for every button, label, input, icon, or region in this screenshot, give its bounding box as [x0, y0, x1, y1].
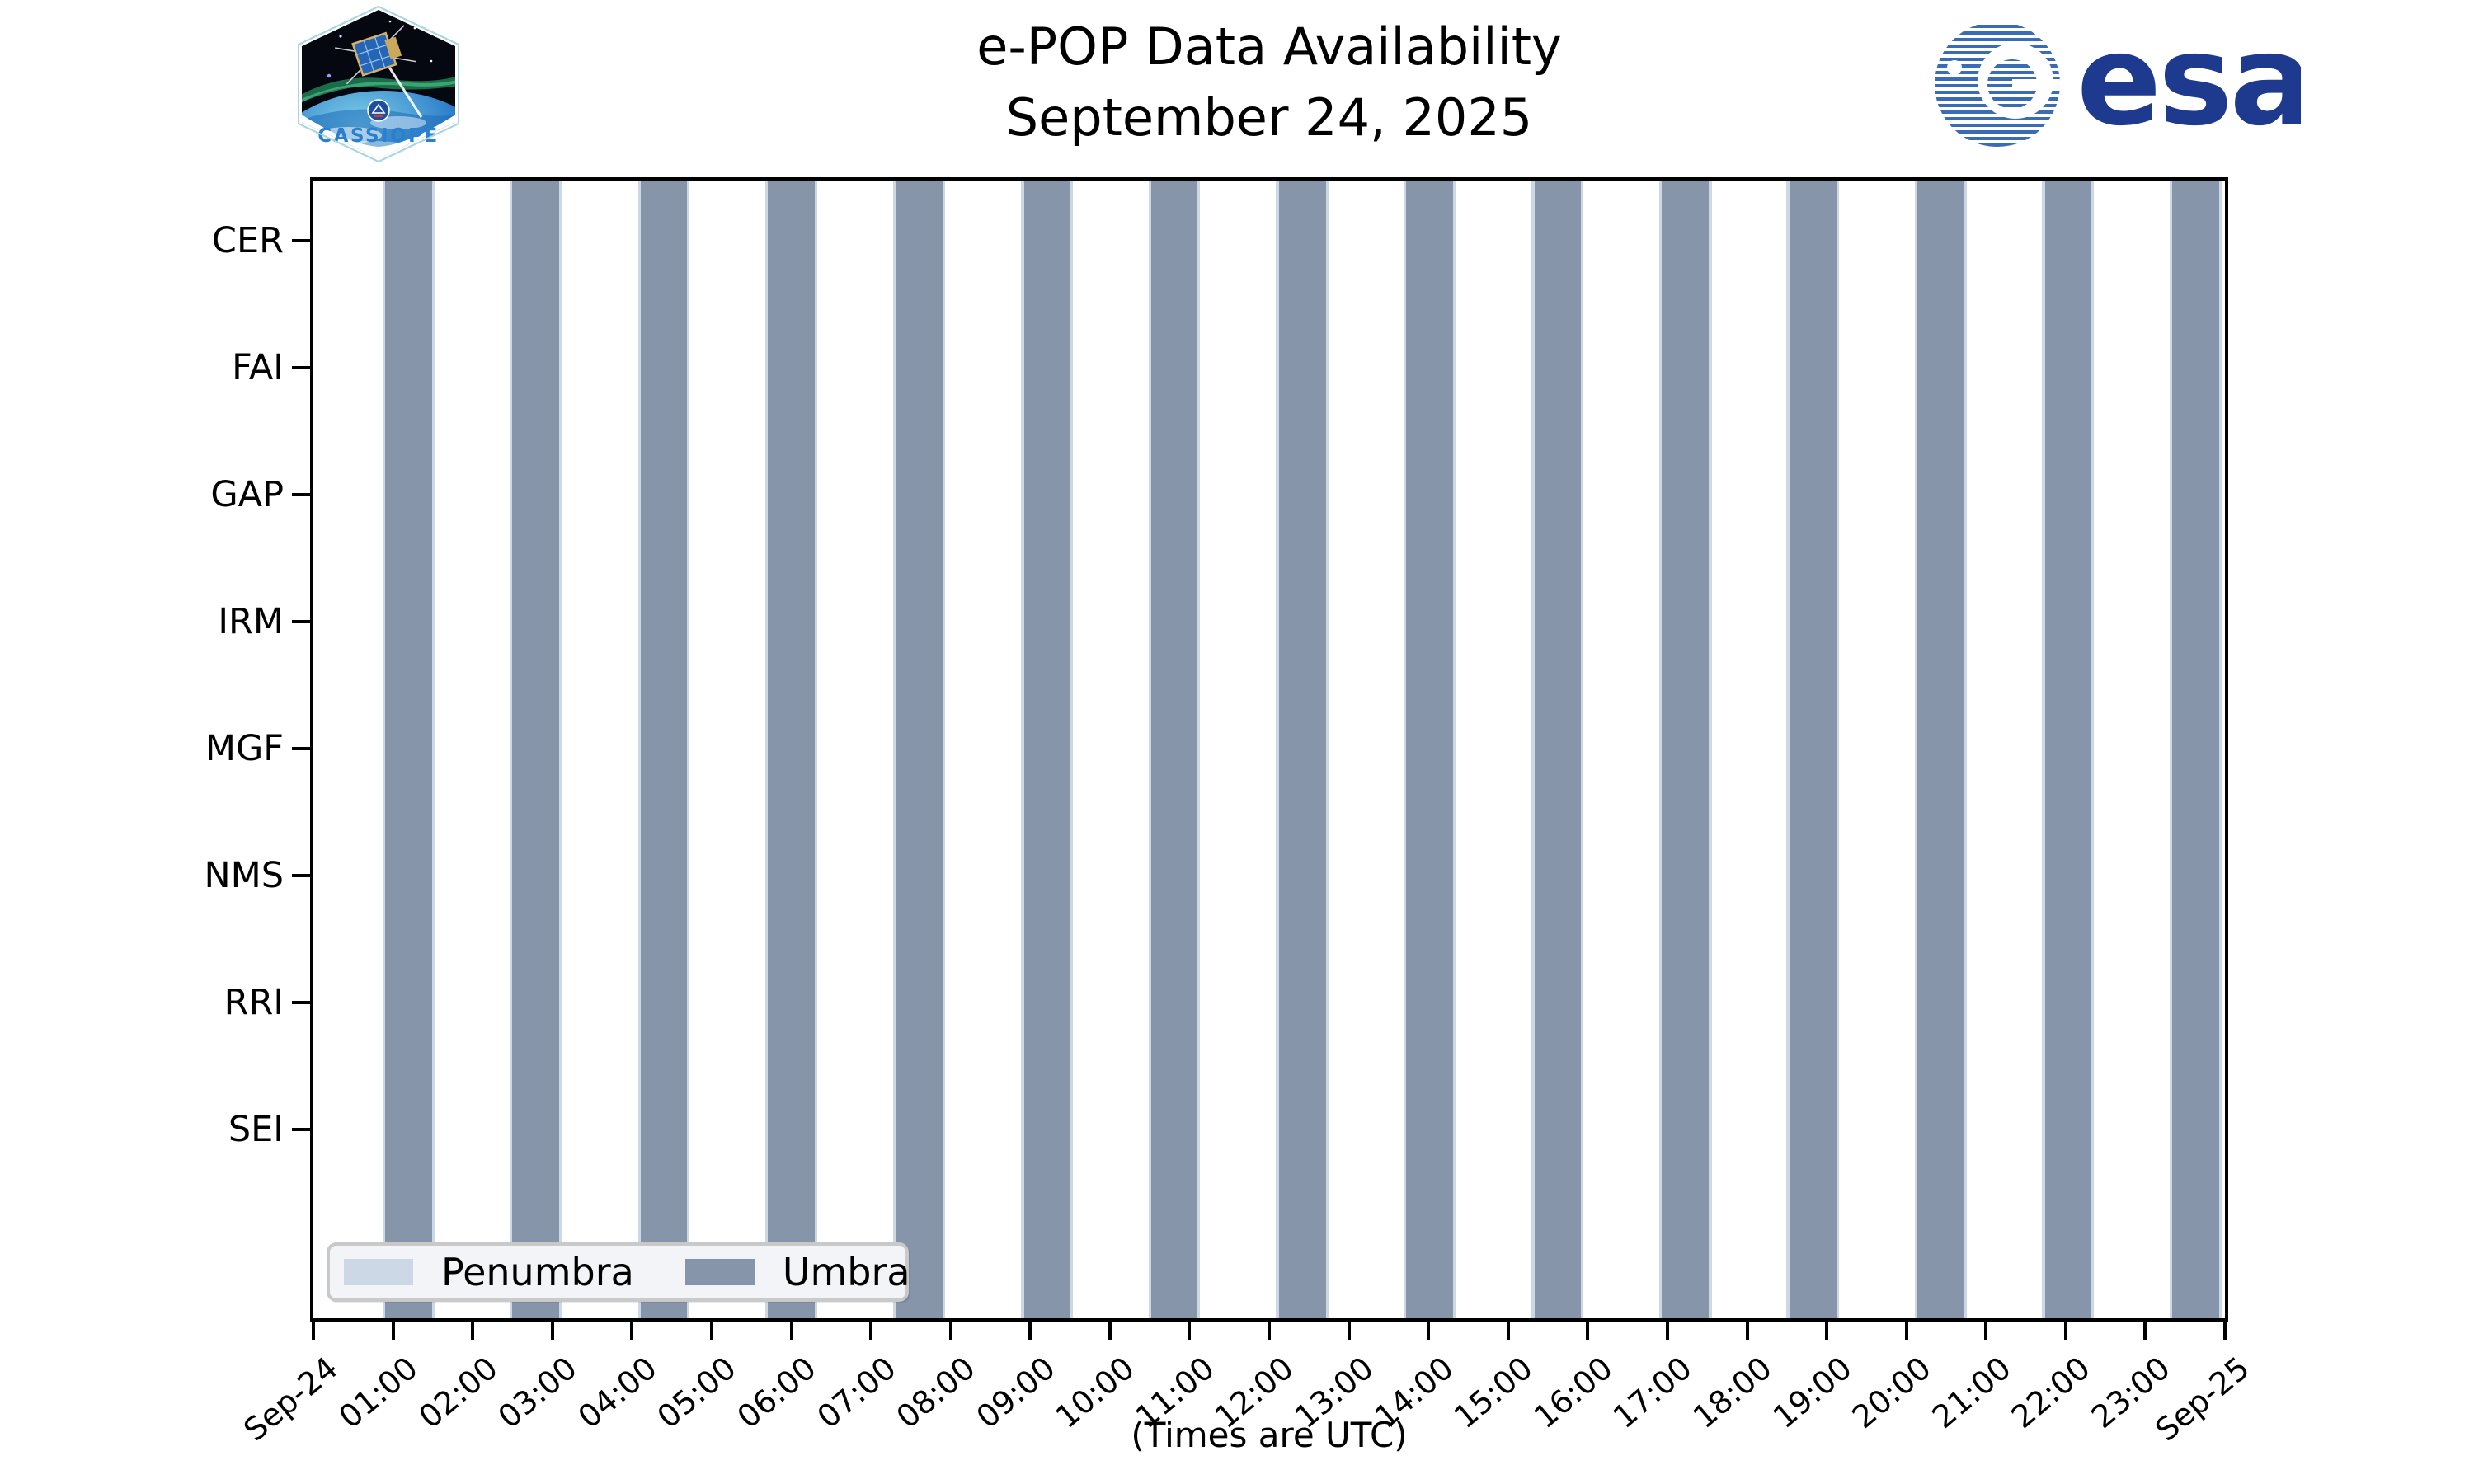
esa-logo: esa — [1930, 7, 2314, 157]
umbra-bar — [1278, 181, 1326, 1318]
legend-umbra-swatch — [684, 1259, 755, 1285]
umbra-bar — [1662, 181, 1710, 1318]
esa-logo-icon: esa — [1935, 7, 2314, 153]
umbra-bar — [1534, 181, 1581, 1318]
umbra-bar — [1151, 181, 1198, 1318]
umbra-bar — [1917, 181, 1964, 1318]
availability-plot: CER FAI GAP IRM MGF NMS RRI SEI Sep-24 01:00 02:0… — [204, 177, 2256, 1449]
chart-title: e-POP Data Availability — [976, 16, 1562, 77]
x-tick — [948, 1318, 952, 1340]
y-tick — [292, 366, 313, 369]
x-tick — [709, 1318, 713, 1340]
legend-penumbra-label: Penumbra — [441, 1250, 634, 1294]
x-tick — [1028, 1318, 1032, 1340]
y-label-fai: FAI — [232, 347, 284, 388]
x-tick — [630, 1318, 634, 1340]
y-tick — [292, 1128, 313, 1131]
x-tick — [1984, 1318, 1988, 1340]
y-label-rri: RRI — [223, 982, 284, 1023]
y-label-gap: GAP — [210, 474, 284, 515]
y-label-irm: IRM — [218, 601, 284, 642]
chart-title-block: e-POP Data Availability September 24, 20… — [310, 12, 2228, 153]
umbra-bar — [896, 181, 943, 1318]
umbra-penumbra-bars-layer — [313, 181, 2225, 1318]
x-axis-note: (Times are UTC) — [1131, 1415, 1408, 1455]
x-tick — [1108, 1318, 1112, 1340]
x-tick — [2063, 1318, 2067, 1340]
x-tick — [2223, 1318, 2227, 1340]
legend-penumbra-swatch — [344, 1259, 413, 1285]
umbra-bar — [640, 181, 687, 1318]
y-label-nms: NMS — [204, 855, 284, 896]
x-tick — [869, 1318, 873, 1340]
x-tick — [789, 1318, 793, 1340]
x-tick — [2143, 1318, 2147, 1340]
x-tick — [1745, 1318, 1749, 1340]
y-label-cer: CER — [211, 220, 284, 261]
umbra-bar — [2172, 181, 2220, 1318]
y-tick — [292, 239, 313, 242]
x-tick — [1347, 1318, 1351, 1340]
y-tick — [292, 874, 313, 877]
y-tick — [292, 1001, 313, 1004]
legend-umbra-label: Umbra — [782, 1250, 910, 1294]
umbra-bar — [384, 181, 432, 1318]
x-tick — [1904, 1318, 1908, 1340]
x-tick — [1427, 1318, 1431, 1340]
umbra-bar — [512, 181, 560, 1318]
x-tick — [1188, 1318, 1192, 1340]
x-tick — [471, 1318, 475, 1340]
umbra-bar — [768, 181, 815, 1318]
x-tick — [1665, 1318, 1669, 1340]
x-tick — [391, 1318, 395, 1340]
umbra-bar — [1789, 181, 1837, 1318]
umbra-bar — [1023, 181, 1070, 1318]
cassiope-logo-icon: CASSIOPE — [298, 5, 459, 163]
legend: Penumbra Umbra — [327, 1242, 910, 1302]
umbra-bar — [1406, 181, 1454, 1318]
x-tick — [550, 1318, 554, 1340]
x-tick — [1586, 1318, 1590, 1340]
x-tick — [312, 1318, 315, 1340]
cassiope-mission-logo: CASSIOPE — [291, 3, 466, 165]
umbra-bar — [2044, 181, 2091, 1318]
x-tick — [1825, 1318, 1829, 1340]
y-label-sei: SEI — [228, 1109, 284, 1150]
y-label-mgf: MGF — [205, 728, 284, 769]
x-tick — [1506, 1318, 1510, 1340]
y-tick — [292, 493, 313, 496]
y-tick — [292, 620, 313, 623]
chart-subtitle-date: September 24, 2025 — [1005, 87, 1533, 148]
esa-logo-text: esa — [2077, 8, 2301, 153]
x-tick — [1268, 1318, 1271, 1340]
y-tick — [292, 747, 313, 750]
